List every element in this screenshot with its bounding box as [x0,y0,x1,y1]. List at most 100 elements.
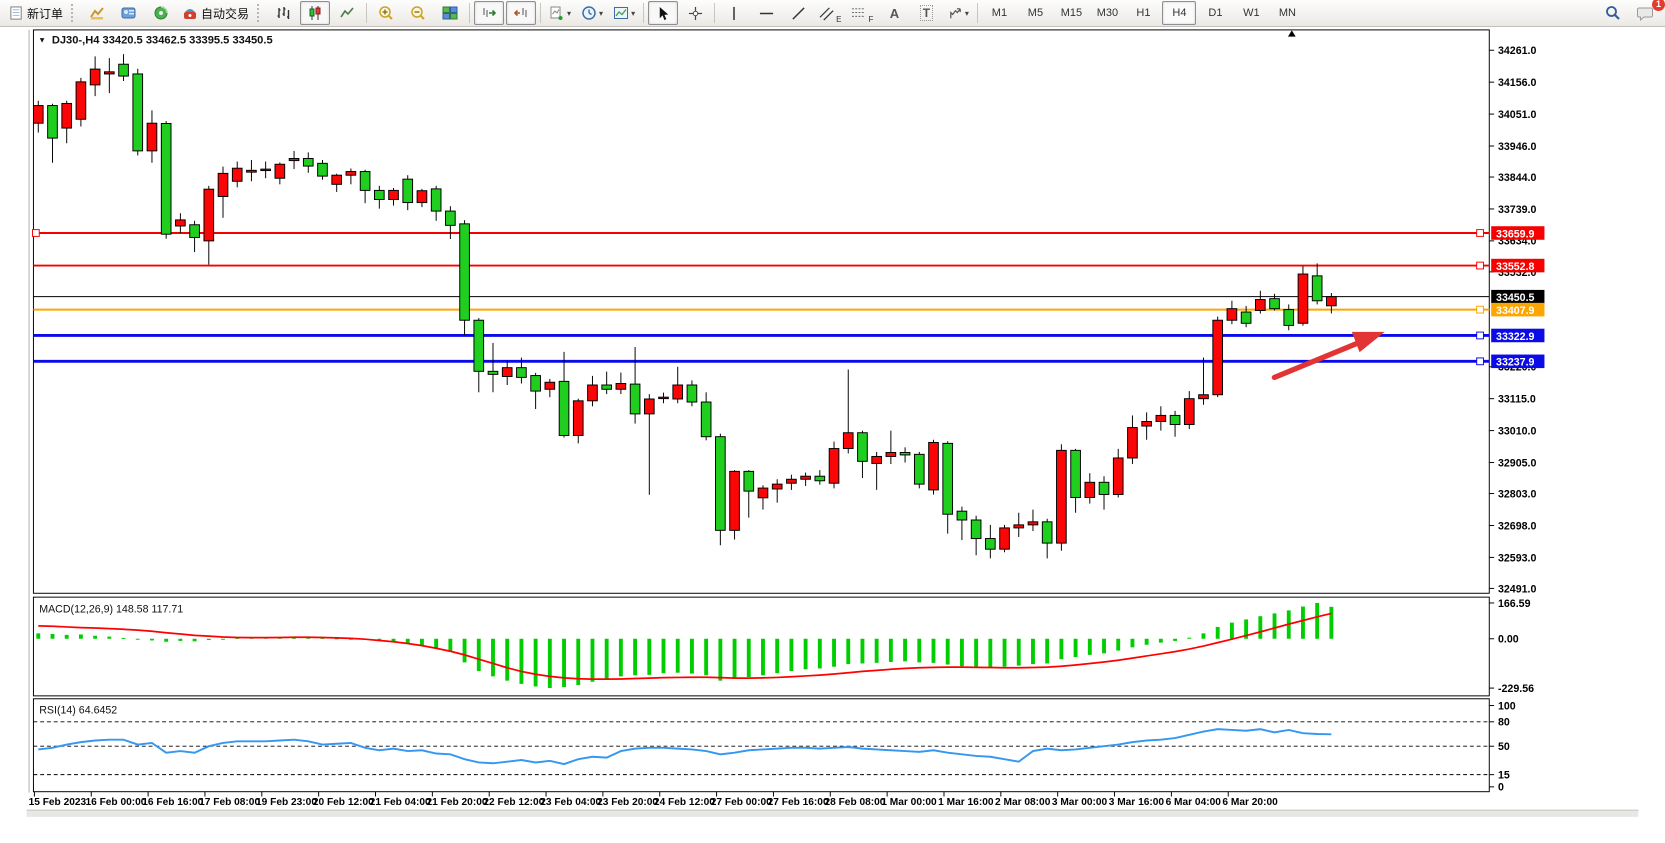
strategy-tester-button[interactable] [146,1,176,25]
timeframe-m15-button[interactable]: M15 [1060,7,1083,19]
price-scale-drag-area[interactable] [1489,30,1634,792]
arrows-tool-button[interactable]: ▾ [943,1,973,25]
zoom-in-button[interactable] [371,1,401,25]
candle-37 [558,351,570,438]
line-handle[interactable] [1476,331,1484,340]
candle-76 [1112,448,1124,498]
candle-71 [1041,518,1053,559]
text-label-letter: T [919,5,934,21]
trend-arrow-annotation[interactable] [1271,331,1385,381]
price-tag-33450.5: 33450.5 [1491,289,1545,304]
line-handle[interactable] [1476,229,1484,237]
candle-9 [160,121,172,239]
price-axis-label: 32593.0 [1498,552,1536,564]
horizontal-line-33407.9[interactable] [33,305,1490,314]
time-axis-label: 28 Feb 08:00 [824,797,885,808]
chart-window: 166.59 0.00 -229.56 100 80 50 150 34261.0 3415… [0,27,1665,843]
candle-31 [473,318,485,393]
text-tool-button[interactable]: A [879,1,909,25]
chart-title: DJ30-,H4 33420.5 33462.5 33395.5 33450.5 [52,34,273,46]
channel-tool-button[interactable]: E [815,1,845,25]
chart-canvas[interactable]: 166.59 0.00 -229.56 100 80 50 150 34261.0 3415… [0,27,1665,843]
notifications-button[interactable]: 1 [1630,0,1665,25]
toolbar-separator [540,3,542,23]
timeframe-m30-button[interactable]: M30 [1096,7,1119,19]
price-axis-label: 33739.0 [1498,204,1536,216]
price-axis-label: 33115.0 [1498,394,1536,406]
candle-83 [1212,316,1224,398]
horizontal-lines-layer[interactable] [31,229,1490,366]
time-axis-label: 27 Feb 16:00 [768,797,829,808]
time-axis-label: 16 Feb 16:00 [142,797,203,808]
line-handle[interactable] [31,229,40,237]
timeframe-h4-button[interactable]: H4 [1162,1,1197,25]
horizontal-line-33552.8[interactable] [33,261,1490,270]
candle-84 [1226,300,1238,325]
panel-collapse-arrow[interactable] [1287,30,1296,37]
candle-62 [913,451,925,489]
terminal-button[interactable] [114,1,144,25]
templates-caret-icon: ▾ [631,8,636,18]
candle-2 [61,100,73,144]
text-label-tool-button[interactable]: T [911,1,941,25]
cursor-button[interactable] [648,1,679,25]
market-watch-button[interactable] [82,1,112,25]
candle-5 [104,58,115,94]
tile-windows-button[interactable] [435,1,465,25]
price-axis-label: 32803.0 [1498,488,1536,500]
crosshair-button[interactable] [680,1,710,25]
horizontal-line-33659.9[interactable] [31,229,1490,237]
timeframe-h1-button[interactable]: H1 [1136,7,1151,19]
candle-28 [430,185,442,221]
candle-6 [118,54,129,81]
candle-65 [956,506,968,541]
timeframe-mn-button[interactable]: MN [1278,7,1296,19]
line-handle[interactable] [1476,357,1484,366]
candle-41 [615,372,627,395]
time-scale[interactable]: 15 Feb 202316 Feb 00:0016 Feb 16:0017 Fe… [29,791,1490,809]
chart-shift-button[interactable] [506,1,537,25]
symbol-dropdown-icon[interactable]: ▼ [38,35,46,44]
time-axis-label: 1 Mar 00:00 [881,797,937,808]
price-scale[interactable]: 34261.0 34156.0 34051.0 33946.0 33844.0 33739… [1489,30,1634,792]
timeframe-m1-button[interactable]: M1 [991,7,1008,19]
templates-button[interactable]: ▾ [609,1,639,25]
timeframe-m5-button[interactable]: M5 [1027,7,1044,19]
auto-scroll-button[interactable] [474,1,505,25]
macd-layer: 166.59 0.00 -229.56 [36,598,1534,695]
trendline-tool-button[interactable] [783,1,813,25]
candle-58 [857,430,868,479]
candle-0 [33,100,44,133]
candle-17 [274,162,286,185]
bar-chart-button[interactable] [268,1,298,25]
indicators-caret-icon: ▾ [567,8,572,18]
candle-54 [800,472,811,486]
zoom-out-button[interactable] [403,1,433,25]
zoom-in-icon [379,6,393,20]
line-chart-button[interactable] [332,1,362,25]
line-handle[interactable] [1476,261,1484,270]
horizontal-line-33322.9[interactable] [33,331,1490,340]
candlesticks-layer [33,54,1337,559]
periods-button[interactable]: ▾ [577,1,607,25]
timeframe-w1-button[interactable]: W1 [1243,7,1260,19]
horizontal-line-33237.9[interactable] [33,357,1490,366]
candle-81 [1183,391,1195,430]
candlestick-chart-button[interactable] [300,1,331,25]
new-order-icon [10,5,22,20]
autotrading-button[interactable]: 自动交易 [178,1,253,25]
fibonacci-tool-button[interactable]: F [847,1,877,25]
market-watch-icon [90,7,104,20]
time-scale-drag-area[interactable] [33,793,1489,809]
timeframe-d1-button[interactable]: D1 [1208,7,1223,19]
candle-34 [516,357,527,384]
horizontal-line-tool-button[interactable] [751,1,781,25]
new-order-button[interactable]: 新订单 [5,1,67,25]
price-tag-33659.9: 33659.9 [1491,226,1545,240]
window-bottom-strip [26,810,1639,817]
vertical-line-tool-button[interactable] [719,1,749,25]
candle-40 [601,371,612,395]
indicators-button[interactable]: ▾ [545,1,575,25]
search-button[interactable] [1598,1,1628,25]
line-handle[interactable] [1476,305,1484,314]
